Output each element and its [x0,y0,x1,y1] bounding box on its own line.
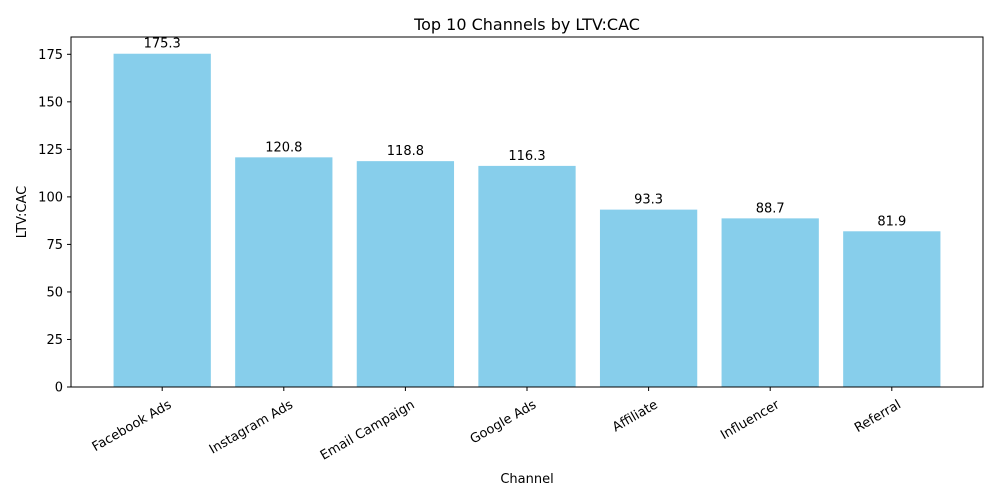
x-tick-label: Affiliate [610,397,661,435]
data-label: 93.3 [634,193,663,208]
bar-facebook-ads [113,53,211,387]
y-tick-label: 25 [46,333,63,348]
y-tick-label: 100 [38,190,63,205]
data-label: 175.3 [144,37,181,52]
x-tick-label: Google Ads [468,397,539,447]
data-labels-group: 175.3 120.8 118.8 116.3 93.3 88.7 81.9 [144,37,907,230]
data-label: 81.9 [877,214,906,229]
x-axis: Facebook Ads Instagram Ads Email Campaign G… [90,387,904,464]
x-tick-label: Instagram Ads [207,397,296,457]
data-label: 118.8 [387,144,424,159]
x-tick-label: Facebook Ads [90,397,175,455]
y-tick-label: 125 [38,143,63,158]
data-label: 120.8 [265,140,302,155]
y-tick-label: 0 [55,381,63,396]
bar-referral [843,231,941,387]
bar-instagram-ads [235,157,333,387]
bars-group [113,53,941,387]
y-tick-label: 175 [38,48,63,63]
bar-affiliate [599,209,698,387]
chart-title: Top 10 Channels by LTV:CAC [413,15,640,34]
bar-email-campaign [356,161,455,387]
bar-influencer [721,218,819,387]
y-axis: 0 25 50 75 100 125 150 175 [38,48,71,396]
y-axis-label: LTV:CAC [15,186,30,238]
plot-frame [70,36,984,388]
y-tick-label: 50 [46,285,63,300]
bar-google-ads [478,165,576,387]
data-label: 88.7 [756,201,785,216]
x-tick-label: Email Campaign [318,397,418,463]
x-tick-label: Referral [852,397,904,436]
y-tick-label: 150 [38,95,63,110]
data-label: 116.3 [508,149,545,164]
x-axis-label: Channel [500,472,553,487]
x-tick-label: Influencer [718,397,783,443]
y-tick-label: 75 [46,238,63,253]
